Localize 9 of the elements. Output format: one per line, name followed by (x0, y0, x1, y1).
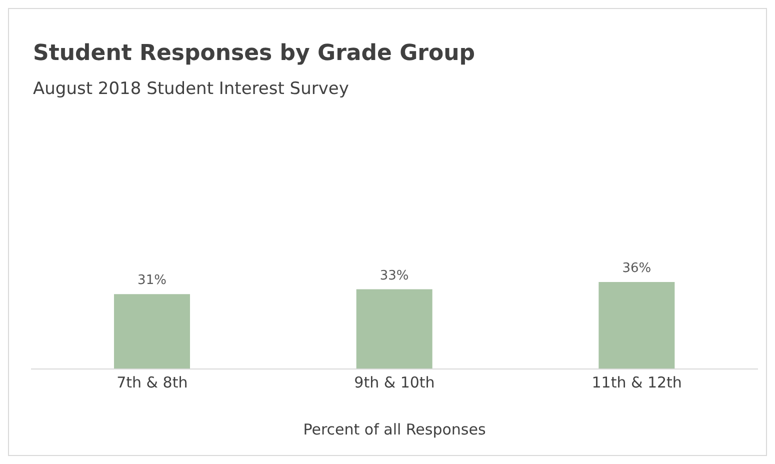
x-tick-label: 7th & 8th (116, 374, 188, 392)
x-axis-title: Percent of all Responses (303, 420, 486, 439)
chart-title: Student Responses by Grade Group (33, 41, 476, 66)
data-label: 31% (138, 273, 166, 288)
chart-subtitle: August 2018 Student Interest Survey (33, 79, 349, 99)
x-tick-label: 11th & 12th (592, 374, 682, 392)
data-label: 33% (380, 268, 409, 284)
data-label: 36% (622, 261, 652, 276)
x-tick-label: 9th & 10th (354, 374, 435, 392)
